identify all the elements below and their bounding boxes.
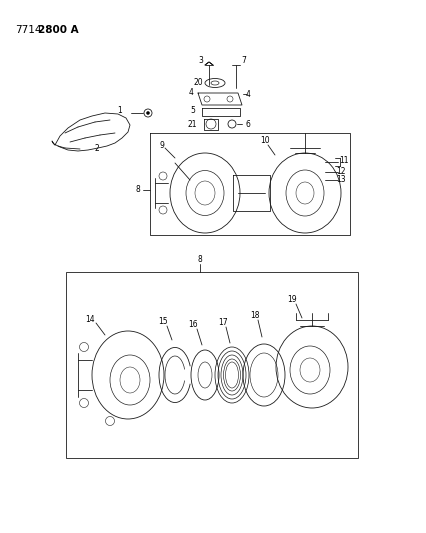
Text: 1: 1 [117, 106, 122, 115]
Text: 2800 A: 2800 A [38, 25, 78, 35]
Text: 12: 12 [335, 167, 345, 176]
Text: 15: 15 [158, 318, 167, 327]
Ellipse shape [146, 111, 149, 115]
Text: 2: 2 [95, 143, 99, 152]
Text: 6: 6 [245, 119, 250, 128]
Text: 18: 18 [250, 311, 259, 320]
Text: 11: 11 [338, 156, 348, 165]
Text: 19: 19 [287, 295, 296, 304]
Text: 21: 21 [187, 119, 196, 128]
Text: 5: 5 [190, 106, 195, 115]
Text: 16: 16 [188, 320, 197, 329]
Text: 8: 8 [135, 185, 140, 195]
Bar [66, 272, 357, 458]
Text: 4: 4 [188, 87, 193, 96]
Text: 20: 20 [193, 77, 202, 86]
Text: 17: 17 [218, 319, 227, 327]
Text: 8: 8 [197, 255, 202, 264]
Text: 3: 3 [198, 55, 203, 64]
Text: 9: 9 [159, 141, 164, 149]
Text: 10: 10 [259, 135, 269, 144]
Text: 7: 7 [241, 55, 246, 64]
Text: 7714: 7714 [15, 25, 41, 35]
Text: 4: 4 [245, 90, 250, 99]
Text: 13: 13 [335, 175, 345, 184]
Text: 14: 14 [85, 316, 95, 325]
